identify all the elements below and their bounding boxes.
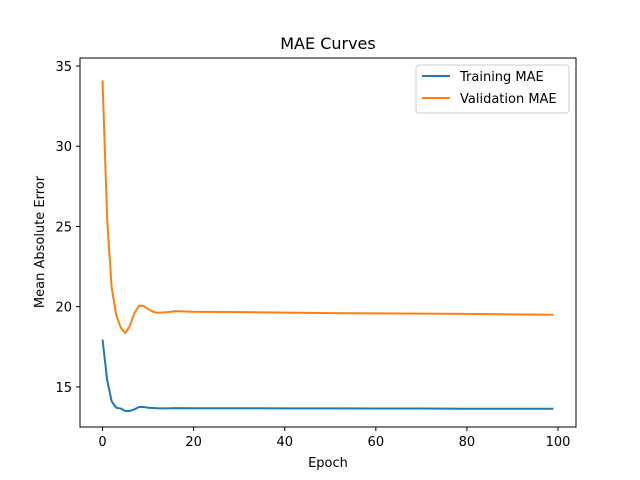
series-layer: [101, 80, 554, 412]
x-tick-label: 20: [185, 435, 202, 450]
legend-label-validation: Validation MAE: [460, 92, 557, 107]
x-tick-label: 60: [368, 435, 385, 450]
x-tick-label: 100: [546, 435, 571, 450]
legend-box: [415, 64, 570, 114]
y-tick-label: 15: [55, 381, 72, 396]
y-tick-label: 30: [55, 140, 72, 155]
chart-title: MAE Curves: [280, 34, 375, 53]
legend: Training MAE Validation MAE: [415, 64, 570, 114]
y-tick-label: 35: [55, 60, 72, 75]
y-axis-label: Mean Absolute Error: [33, 175, 48, 308]
x-tick-label: 40: [276, 435, 293, 450]
y-tick-label: 20: [55, 301, 72, 316]
plot-frame: [79, 57, 577, 428]
x-axis-label: Epoch: [308, 456, 348, 471]
legend-label-training: Training MAE: [459, 70, 544, 85]
series-line-training: [101, 339, 554, 412]
y-axis-ticks: 15 20 25 30 35: [55, 60, 80, 396]
y-tick-label: 25: [55, 220, 72, 235]
x-tick-label: 0: [98, 435, 106, 450]
x-axis-ticks: 0 20 40 60 80 100: [98, 427, 570, 450]
x-tick-label: 80: [459, 435, 476, 450]
series-line-validation: [101, 80, 554, 335]
